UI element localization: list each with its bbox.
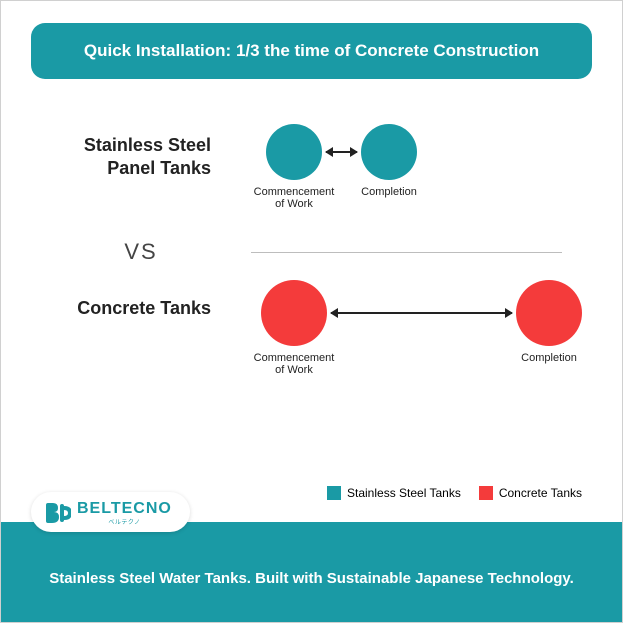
vs-divider	[251, 252, 562, 253]
comparison-content: Stainless Steel Panel Tanks Commencement…	[1, 79, 622, 400]
commencement-circle-icon	[266, 124, 322, 180]
vs-row: VS	[31, 239, 592, 265]
legend-label-steel: Stainless Steel Tanks	[347, 486, 461, 500]
completion-circle-icon	[516, 280, 582, 346]
logo-brand-name: BELTECNO	[77, 500, 172, 518]
logo-badge: BELTECNO ベルテクノ	[31, 492, 190, 532]
steel-diagram: Commencementof Work Completion	[231, 119, 592, 229]
legend: Stainless Steel Tanks Concrete Tanks	[327, 486, 582, 500]
concrete-diagram: Commencementof Work Completion	[231, 275, 592, 400]
legend-item-concrete: Concrete Tanks	[479, 486, 582, 500]
logo-icon	[45, 502, 71, 524]
commencement-label: Commencementof Work	[254, 186, 335, 210]
completion-circle-icon	[361, 124, 417, 180]
steel-label-line1: Stainless Steel	[84, 135, 211, 155]
steel-label: Stainless Steel Panel Tanks	[31, 119, 231, 181]
vs-text: VS	[31, 239, 251, 265]
logo-sub-text: ベルテクノ	[77, 517, 172, 526]
concrete-row: Concrete Tanks Commencementof Work Comple…	[31, 275, 592, 400]
footer-banner: Stainless Steel Water Tanks. Built with …	[1, 522, 622, 622]
legend-swatch-steel	[327, 486, 341, 500]
duration-arrow-icon	[331, 312, 512, 314]
legend-swatch-concrete	[479, 486, 493, 500]
logo-text-block: BELTECNO ベルテクノ	[77, 500, 172, 526]
commencement-label: Commencementof Work	[254, 352, 335, 376]
concrete-label: Concrete Tanks	[31, 275, 231, 320]
completion-label: Completion	[521, 352, 577, 364]
completion-label: Completion	[361, 186, 417, 198]
duration-arrow-icon	[326, 151, 357, 153]
steel-label-line2: Panel Tanks	[107, 158, 211, 178]
commencement-circle-icon	[261, 280, 327, 346]
legend-label-concrete: Concrete Tanks	[499, 486, 582, 500]
legend-item-steel: Stainless Steel Tanks	[327, 486, 461, 500]
header-banner: Quick Installation: 1/3 the time of Conc…	[31, 23, 592, 79]
steel-row: Stainless Steel Panel Tanks Commencement…	[31, 119, 592, 229]
